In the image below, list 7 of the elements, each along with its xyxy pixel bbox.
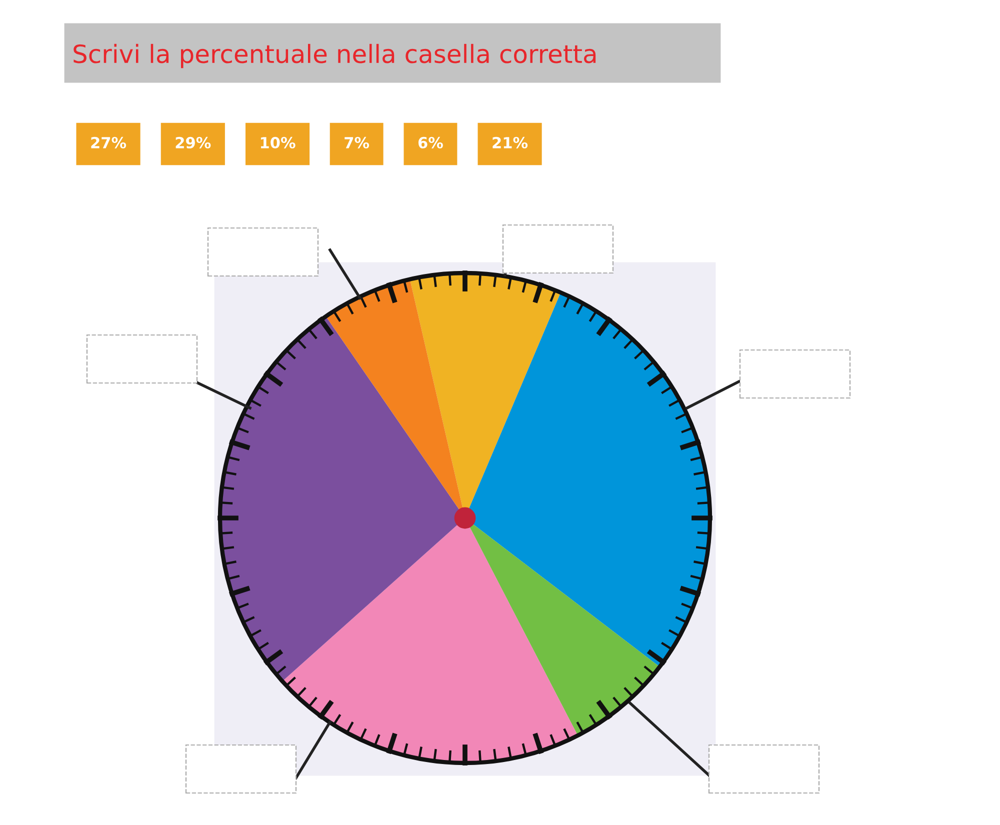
text: 21% xyxy=(492,136,528,148)
text: 29% xyxy=(176,136,211,148)
chart-title: Scrivi la percentuale nella casella corretta xyxy=(74,44,596,68)
text: 27% xyxy=(91,136,126,148)
text: 7% xyxy=(344,136,370,148)
text: 10% xyxy=(260,136,296,148)
text: 6% xyxy=(418,136,443,148)
